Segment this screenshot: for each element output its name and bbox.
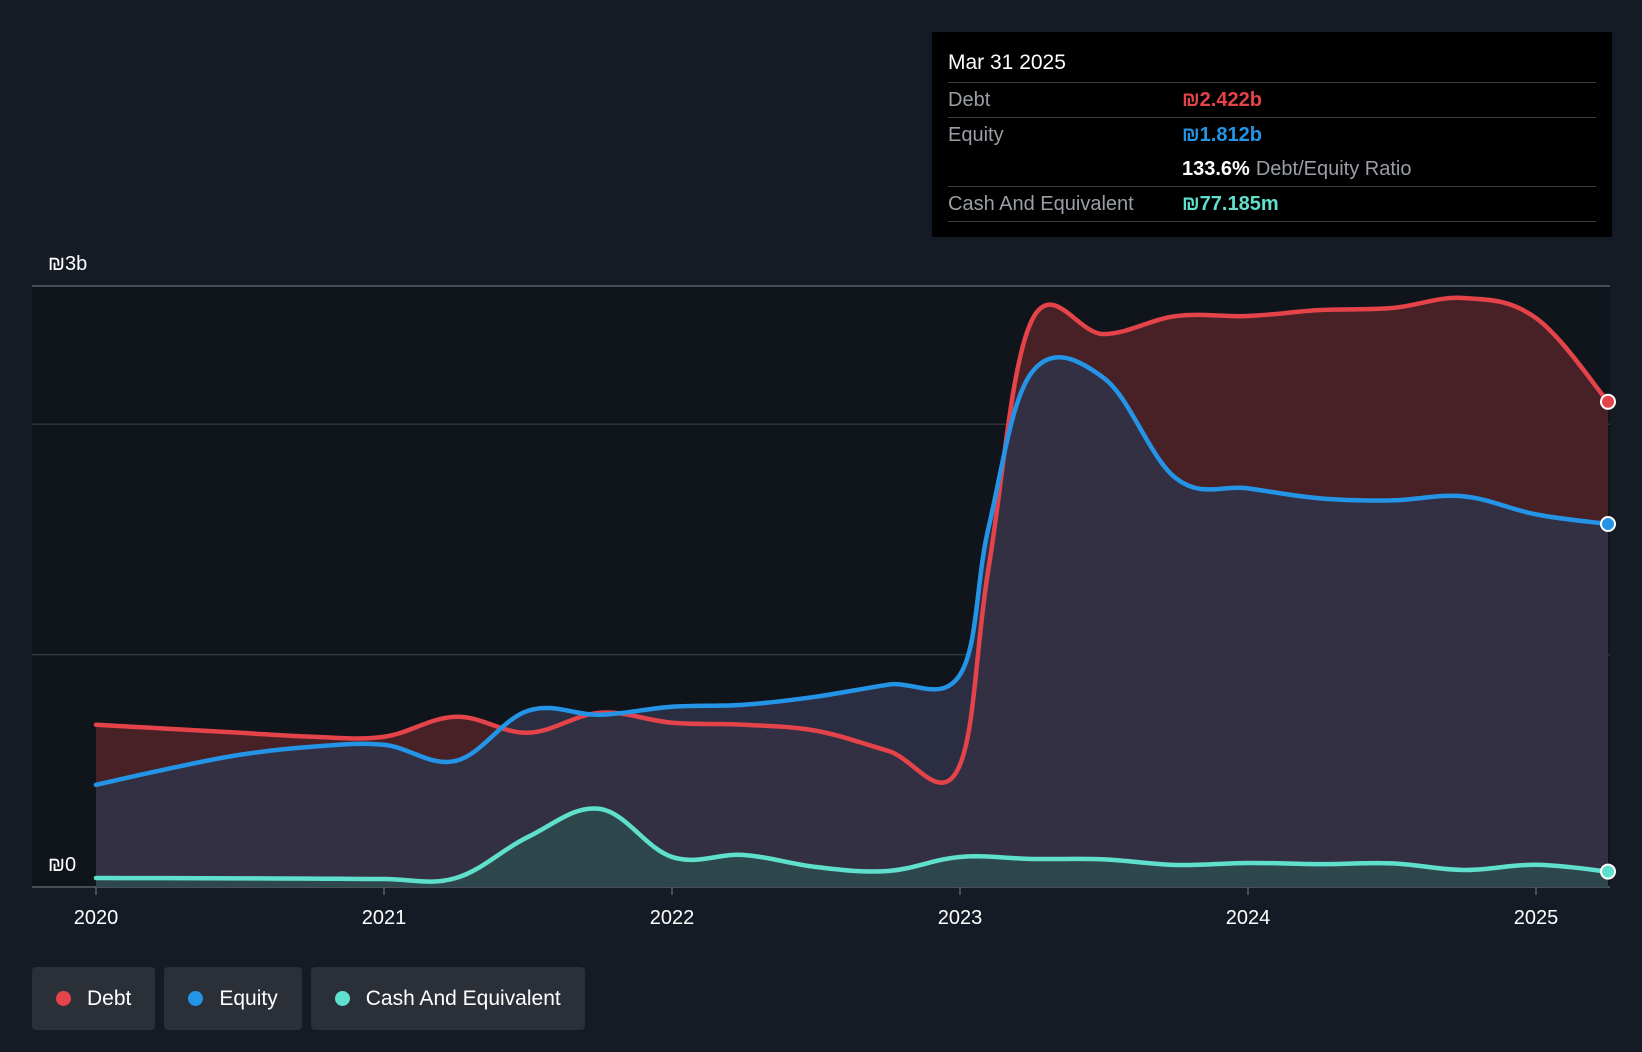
- legend-dot-cash: [334, 991, 350, 1006]
- x-tick-label: 2021: [362, 907, 407, 929]
- legend-dot-equity: [188, 991, 204, 1006]
- tooltip-ratio-label: Debt/Equity Ratio: [1255, 158, 1412, 180]
- tooltip-equity-row: Equity ₪1.812b: [948, 118, 1596, 152]
- tooltip-date: Mar 31 2025: [948, 44, 1596, 83]
- legend-item-cash[interactable]: Cash And Equivalent: [310, 967, 585, 1030]
- y-axis-label-top: ₪3b: [48, 253, 87, 275]
- x-tick-label: 2023: [938, 907, 983, 929]
- legend-item-equity[interactable]: Equity: [164, 967, 302, 1030]
- chart-legend: Debt Equity Cash And Equivalent: [32, 967, 585, 1030]
- x-tick-label: 2025: [1514, 907, 1559, 929]
- y-axis-label-bottom: ₪0: [48, 854, 76, 876]
- legend-dot-debt: [56, 991, 71, 1006]
- series-end-markers: [1600, 393, 1616, 880]
- x-tick-label: 2024: [1226, 907, 1271, 929]
- tooltip-debt-row: Debt ₪2.422b: [948, 83, 1596, 118]
- debt-end-marker: [1600, 393, 1616, 410]
- legend-item-debt[interactable]: Debt: [32, 967, 156, 1030]
- tooltip-equity-value: ₪1.812b: [1182, 124, 1262, 146]
- legend-label-cash: Cash And Equivalent: [365, 986, 561, 1010]
- tooltip-equity-label: Equity: [948, 124, 1004, 146]
- chart-tooltip: Mar 31 2025 Debt ₪2.422b Equity ₪1.812b …: [932, 32, 1612, 237]
- tooltip-cash-row: Cash And Equivalent ₪77.185m: [948, 187, 1596, 222]
- equity-line: [93, 354, 1611, 788]
- series-lines: [93, 295, 1611, 884]
- tooltip-ratio-row: 133.6% Debt/Equity Ratio: [948, 152, 1596, 187]
- equity-end-marker: [1600, 515, 1616, 532]
- tooltip-debt-value: ₪2.422b: [1182, 89, 1262, 111]
- x-tick-label: 2020: [74, 907, 119, 929]
- tooltip-cash-value: ₪77.185m: [1182, 193, 1279, 215]
- legend-label-debt: Debt: [87, 986, 132, 1010]
- tooltip-debt-label: Debt: [948, 89, 991, 111]
- tooltip-ratio-value: 133.6%: [1182, 158, 1250, 180]
- tooltip-cash-label: Cash And Equivalent: [948, 193, 1134, 215]
- x-axis-ticks: 2020 2021 2022 2023 2024 2025: [74, 887, 1559, 929]
- debt-line: [93, 295, 1611, 785]
- legend-label-equity: Equity: [219, 986, 278, 1010]
- cash-line: [93, 806, 1611, 884]
- cash-end-marker: [1600, 863, 1616, 880]
- x-tick-label: 2022: [650, 907, 695, 929]
- cash-area: [96, 808, 1608, 887]
